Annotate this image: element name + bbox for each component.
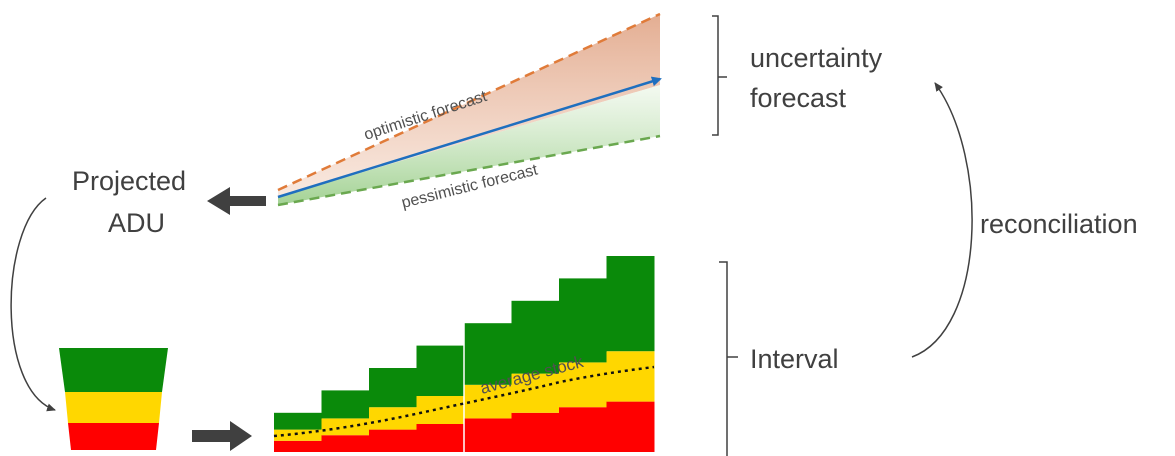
step-5-green-zone xyxy=(464,323,512,385)
step-7-green-zone xyxy=(559,278,607,363)
to-interval-chart-arrow xyxy=(192,421,252,451)
step-5-yellow-zone xyxy=(464,384,512,419)
step-6-green-zone xyxy=(511,300,560,374)
interval-bracket xyxy=(719,261,738,456)
uncertainty-forecast-label-line2: forecast xyxy=(750,83,847,113)
step-4-yellow-zone xyxy=(416,396,465,424)
buffer-zones-icon xyxy=(59,348,168,450)
step-1-green-zone xyxy=(274,412,322,430)
interval-label: Interval xyxy=(750,344,839,374)
reconciliation-curved-arrow xyxy=(911,82,973,358)
uncertainty-bracket xyxy=(712,15,727,136)
step-4-green-zone xyxy=(416,345,465,396)
step-3-red-zone xyxy=(369,429,417,452)
mean-forecast-arrow xyxy=(277,76,662,199)
uncertainty-forecast-label-line1: uncertainty xyxy=(750,43,883,73)
buffer-yellow-zone xyxy=(65,392,162,423)
step-6-red-zone xyxy=(511,412,560,452)
step-8-red-zone xyxy=(606,401,655,452)
step-3-green-zone xyxy=(369,368,417,408)
pessimistic-region xyxy=(278,85,660,205)
adu-to-buffer-curved-arrow xyxy=(10,197,56,412)
to-projected-adu-arrow xyxy=(207,187,266,215)
forecast-cone: optimistic forecast pessimistic forecast xyxy=(277,12,662,212)
step-2-red-zone xyxy=(321,435,370,452)
step-8-green-zone xyxy=(606,256,655,352)
step-8-yellow-zone xyxy=(606,351,655,402)
projected-adu-label-line2: ADU xyxy=(108,208,165,238)
step-4-red-zone xyxy=(416,424,465,452)
optimistic-region xyxy=(278,14,660,197)
step-5-red-zone xyxy=(464,418,512,452)
reconciliation-label: reconciliation xyxy=(980,209,1138,239)
step-1-red-zone xyxy=(274,440,322,452)
pessimistic-forecast-line xyxy=(277,134,661,207)
average-stock-line xyxy=(273,365,655,438)
step-7-red-zone xyxy=(559,407,607,452)
projected-adu-label-line1: Projected xyxy=(72,166,186,196)
buffer-red-zone xyxy=(68,423,159,450)
step-1-yellow-zone xyxy=(274,429,322,441)
buffer-green-zone xyxy=(59,348,168,392)
stepped-buffer-zones xyxy=(274,256,655,452)
step-2-green-zone xyxy=(321,390,370,419)
step-6-yellow-zone xyxy=(511,373,560,413)
optimistic-forecast-line xyxy=(277,12,661,192)
step-7-yellow-zone xyxy=(559,362,607,408)
